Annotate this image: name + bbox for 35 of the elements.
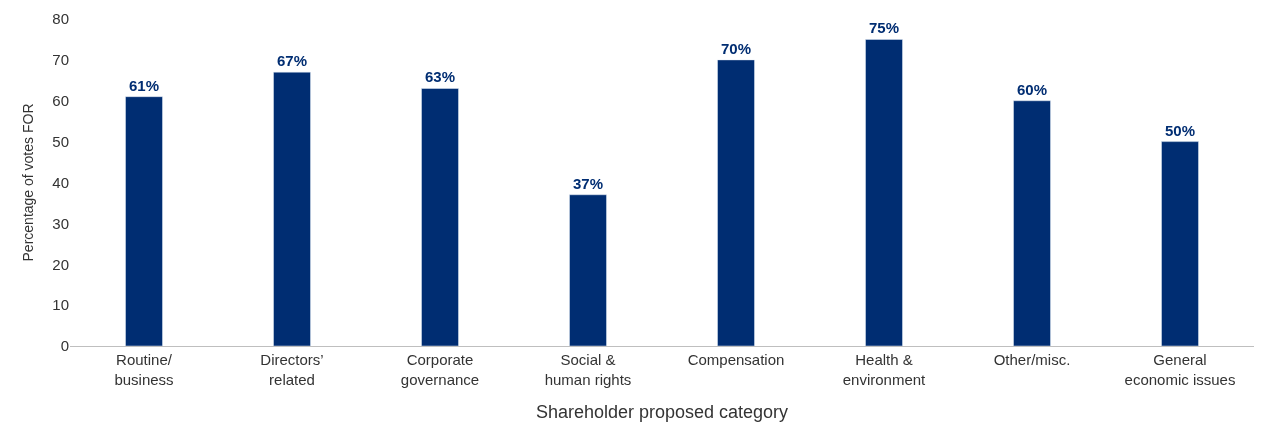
data-label: 60% [1016, 80, 1048, 98]
y-tick-label: 50 [52, 132, 69, 150]
data-label: 63% [424, 68, 456, 86]
x-tick-label: Corporate governance [400, 351, 480, 388]
y-tick-label: 0 [60, 337, 69, 355]
bar [1161, 141, 1199, 346]
data-label: 70% [720, 39, 752, 57]
x-axis-title: Shareholder proposed category [535, 401, 789, 422]
x-tick-label: Routine/ business [114, 351, 174, 388]
y-tick-label: 20 [52, 255, 69, 273]
y-tick-label: 80 [52, 10, 69, 28]
x-tick-label: Compensation [687, 351, 785, 368]
x-tick-label: General economic issues [1124, 351, 1236, 388]
y-tick-label: 10 [52, 296, 69, 314]
x-tick-label: Health & environment [842, 351, 927, 388]
y-axis-title: Percentage of votes FOR [19, 103, 36, 262]
data-label: 75% [868, 19, 900, 37]
bar [125, 96, 163, 346]
bar [865, 39, 903, 346]
data-label: 50% [1164, 121, 1196, 139]
bar [421, 88, 459, 346]
x-tick-label: Directors’ related [260, 351, 324, 388]
y-tick-label: 30 [52, 214, 69, 232]
y-tick-label: 40 [52, 173, 69, 191]
bar [1013, 100, 1051, 346]
y-tick-label: 60 [52, 92, 69, 109]
bar [717, 59, 755, 346]
bar [569, 194, 607, 346]
x-tick-label: Other/misc. [993, 351, 1071, 368]
bar [273, 71, 311, 346]
data-label: 61% [128, 76, 160, 94]
y-tick-label: 70 [52, 51, 69, 69]
data-label: 67% [276, 52, 308, 70]
data-label: 37% [572, 174, 604, 192]
x-tick-label: Social & human rights [544, 351, 632, 388]
